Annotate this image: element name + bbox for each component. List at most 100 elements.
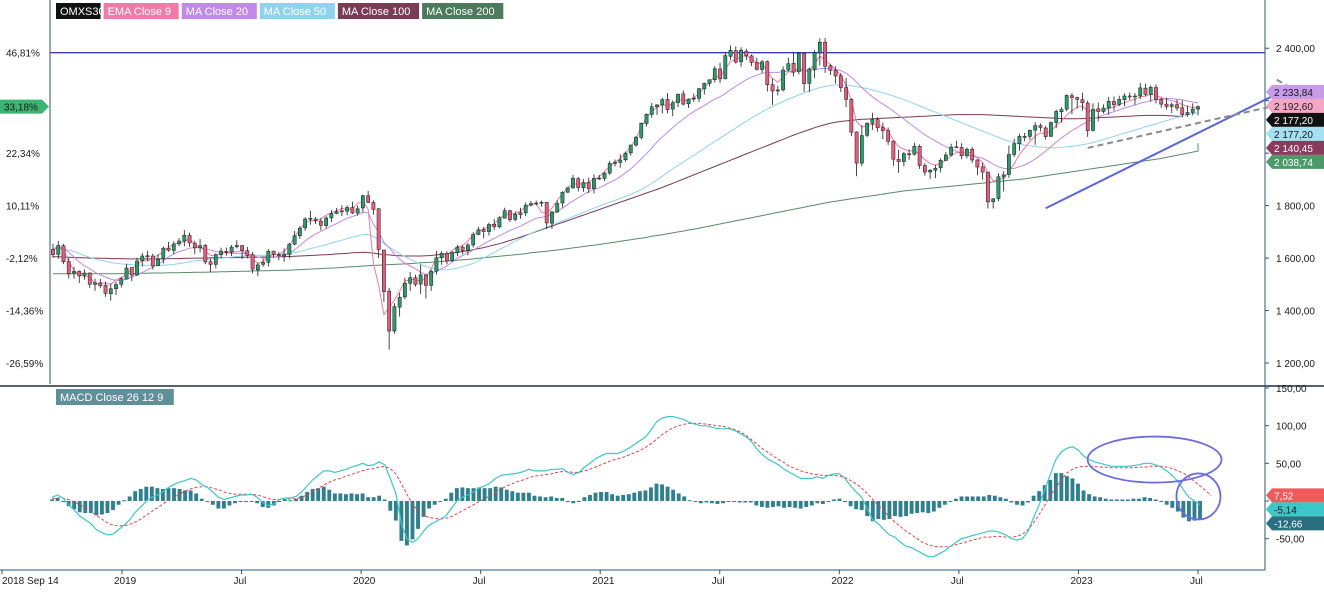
macd-histogram-bar	[776, 500, 781, 507]
candle-body	[880, 127, 885, 131]
candle-body	[192, 242, 197, 249]
candle-body	[1164, 103, 1169, 107]
candle-body	[1101, 107, 1106, 112]
macd-histogram-bar	[948, 500, 953, 502]
candle-body	[733, 50, 738, 63]
candle-body	[749, 55, 754, 63]
candle-body	[607, 163, 612, 174]
macd-histogram-bar	[227, 500, 232, 506]
macd-histogram-bar	[837, 498, 842, 501]
macd-histogram-bar	[970, 496, 975, 501]
candle-body	[481, 229, 486, 232]
candle-body	[1091, 109, 1095, 131]
macd-histogram-bar	[1059, 473, 1064, 501]
macd-histogram-bar	[66, 500, 71, 507]
legend-chip[interactable]	[422, 3, 504, 19]
macd-histogram-bar	[898, 500, 903, 517]
candle-body	[796, 52, 801, 73]
macd-histogram-bar	[454, 488, 459, 501]
candle-body	[166, 248, 171, 251]
macd-histogram-bar	[382, 499, 387, 501]
candle-body	[1106, 100, 1111, 109]
candle-body	[455, 246, 460, 253]
candle-body	[1117, 99, 1122, 105]
macd-histogram-bar	[793, 500, 798, 508]
macd-histogram-bar	[637, 491, 642, 501]
macd-histogram-bar	[998, 497, 1003, 501]
macd-histogram-bar	[698, 500, 703, 504]
candle-body	[707, 79, 712, 84]
candle-body	[544, 201, 549, 224]
candle-body	[571, 178, 575, 189]
macd-histogram-bar	[632, 492, 637, 501]
candle-body	[140, 255, 145, 261]
macd-histogram-bar	[199, 498, 204, 501]
macd-histogram-bar	[477, 487, 481, 501]
candle-body	[523, 204, 528, 214]
candle-body	[1085, 102, 1090, 131]
candle-body	[408, 277, 413, 284]
macd-histogram-bar	[1009, 500, 1014, 503]
macd-histogram-bar	[305, 491, 310, 501]
candle-body	[339, 210, 344, 213]
macd-histogram-bar	[715, 500, 720, 504]
macd-histogram-bar	[1125, 499, 1130, 501]
price-badge	[1266, 112, 1324, 127]
candle-body	[555, 203, 560, 213]
candle-body	[681, 93, 686, 105]
x-axis-label: Jul	[1190, 576, 1203, 587]
legend-chip[interactable]	[56, 3, 101, 19]
candle-body	[702, 83, 707, 90]
candle-body	[891, 140, 896, 160]
macd-histogram-bar	[205, 500, 210, 502]
macd-legend-chip[interactable]	[56, 389, 174, 405]
price-badge	[1266, 98, 1324, 113]
candle-body	[586, 182, 591, 190]
legend-chip[interactable]	[103, 3, 179, 19]
candle-body	[550, 211, 554, 224]
candle-body	[1075, 97, 1080, 100]
macd-histogram-bar	[599, 491, 603, 501]
macd-histogram-bar	[809, 500, 814, 506]
macd-histogram-bar	[493, 486, 498, 501]
candle-body	[56, 245, 61, 255]
legend-chip[interactable]	[181, 3, 257, 19]
macd-histogram-bar	[565, 500, 570, 502]
candle-body	[933, 168, 938, 171]
macd-histogram-bar	[676, 493, 681, 501]
macd-ellipse-2	[1175, 472, 1222, 521]
candle-body	[859, 135, 864, 164]
macd-histogram-bar	[504, 489, 509, 501]
macd-histogram-bar	[915, 500, 920, 514]
x-axis-label: Jul	[951, 576, 964, 587]
candle-body	[802, 53, 806, 84]
macd-histogram-bar	[937, 500, 942, 508]
candle-body	[581, 182, 586, 189]
candle-body	[670, 102, 675, 110]
macd-histogram-bar	[693, 500, 698, 502]
legend-chip[interactable]	[259, 3, 335, 19]
candle-body	[1190, 108, 1195, 113]
legend-chip[interactable]	[337, 3, 420, 19]
macd-histogram-bar	[160, 488, 165, 501]
candle-body	[392, 306, 397, 332]
macd-histogram-bar	[782, 500, 786, 508]
legend-label: MA Close 200	[426, 6, 494, 18]
left-current-label: 33,18%	[4, 103, 38, 114]
candle-body	[1059, 109, 1064, 112]
candle-body	[944, 154, 948, 161]
macd-histogram-bar	[332, 493, 337, 501]
macd-histogram-bar	[72, 500, 77, 510]
candle-body	[424, 274, 428, 286]
candle-body	[996, 176, 1001, 199]
macd-histogram-bar	[510, 491, 515, 501]
candle-body	[991, 198, 996, 202]
candle-body	[712, 68, 717, 80]
macd-histogram-bar	[1153, 499, 1158, 501]
candle-body	[508, 210, 512, 221]
macd-histogram-bar	[50, 499, 54, 501]
candle-body	[865, 123, 869, 136]
macd-histogram-bar	[887, 500, 892, 520]
candle-body	[838, 75, 843, 88]
candle-body	[350, 207, 355, 214]
